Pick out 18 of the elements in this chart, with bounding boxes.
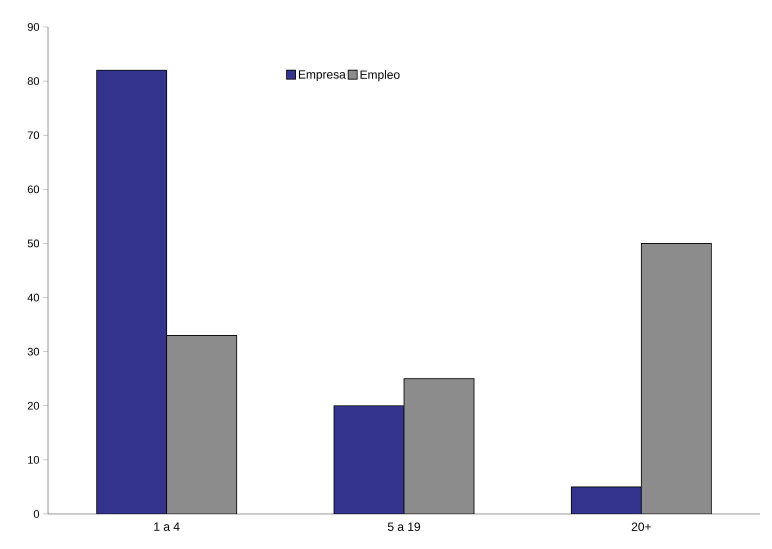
y-tick-label: 30 <box>28 348 40 356</box>
x-tick-label: 5 a 19 <box>388 522 420 531</box>
bar <box>334 405 404 514</box>
y-tick-label: 80 <box>28 77 40 85</box>
y-tick-label: 0 <box>34 510 40 518</box>
y-tick-label: 40 <box>28 294 40 302</box>
y-tick-label: 50 <box>28 240 40 248</box>
y-tick-label: 20 <box>28 402 40 410</box>
y-tick-label: 90 <box>28 23 40 31</box>
y-tick-label: 70 <box>28 131 40 140</box>
legend-label: Empleo <box>360 70 400 82</box>
x-tick-label: 20+ <box>632 522 651 531</box>
x-tick-label: 1 a 4 <box>154 522 180 531</box>
y-tick-label: 10 <box>28 456 40 464</box>
legend-label: Empresa <box>298 70 346 82</box>
bar <box>96 70 168 514</box>
y-tick-label: 60 <box>28 185 40 194</box>
bar <box>570 486 642 514</box>
